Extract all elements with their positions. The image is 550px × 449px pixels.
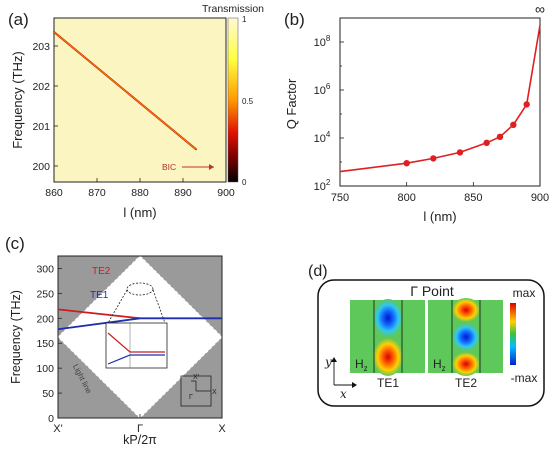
band-y-tick-label: 0 (48, 413, 54, 425)
heatmap-x-tick-label: 890 (174, 187, 192, 199)
zoom-connector-right (152, 289, 166, 324)
q-factor-point (496, 133, 504, 140)
x-axis-symbol: x (340, 387, 347, 401)
colorbar-tick-0: 0 (242, 178, 247, 187)
q-factor-x-tick-label: 900 (531, 192, 549, 204)
field-max-label: max (513, 286, 536, 300)
heatmap-x-tick-label: 900 (217, 187, 235, 199)
band-y-tick-label: 50 (42, 388, 54, 400)
q-factor-axes: 750 800 850 900 102 104 106 108 (314, 17, 549, 204)
band-y-label: Frequency (THz) (9, 290, 23, 384)
band-y-tick-label: 250 (36, 288, 54, 300)
te2-field-hz-label: Hz (433, 357, 446, 373)
te1-mode-label: TE1 (377, 376, 399, 390)
panel-a: (a) 860 870 880 890 900 203 202 201 200 BIC Freq… (8, 3, 264, 220)
te2-band (57, 308, 141, 320)
heatmap-x-tick-label: 870 (88, 187, 106, 199)
bic-arrow-head (209, 164, 214, 170)
q-factor-y-tick-label: 102 (314, 178, 331, 193)
gamma-point-title: Γ Point (410, 283, 454, 299)
transmission-colorbar (227, 17, 239, 183)
te2-field-map (428, 298, 503, 376)
bz-x-label: X (212, 389, 217, 396)
band-x-tick-label: Γ (137, 423, 143, 435)
panel-d: (d) Γ Point Hz Hz TE1 TE2 max -max (308, 263, 545, 407)
heatmap-y-tick-label: 203 (32, 41, 50, 53)
q-factor-y-tick-label: 106 (314, 82, 331, 97)
coordinate-axes: y x (324, 355, 357, 401)
panel-a-label: (a) (8, 10, 29, 29)
q-factor-x-label: l (nm) (423, 209, 456, 224)
band-x-tick-label: X (218, 423, 226, 435)
y-axis-symbol: y (324, 355, 332, 369)
band-y-tick-label: 150 (36, 338, 54, 350)
field-colorbar (510, 303, 516, 365)
inset-te2-band (107, 332, 165, 353)
q-factor-y-tick-label: 104 (314, 130, 331, 145)
colorbar-tick-1: 1 (242, 15, 247, 24)
heatmap-axes: 860 870 880 890 900 203 202 201 200 (32, 41, 234, 199)
panel-d-label: (d) (308, 263, 328, 280)
heatmap-y-tick-label: 200 (32, 161, 50, 173)
q-factor-plot-area (339, 17, 541, 187)
q-factor-x-tick-label: 850 (464, 192, 482, 204)
zoom-connector-left (107, 289, 128, 324)
band-y-tick-label: 200 (36, 313, 54, 325)
heatmap-x-label: l (nm) (123, 205, 156, 220)
q-factor-point (430, 155, 437, 162)
te2-mode-label: TE2 (455, 376, 477, 390)
q-factor-x-tick-label: 750 (331, 192, 349, 204)
band-y-tick-label: 100 (36, 363, 54, 375)
heatmap-y-tick-label: 202 (32, 81, 50, 93)
q-factor-point (510, 121, 517, 128)
te1-field-hz-label: Hz (355, 357, 368, 373)
q-factor-point (483, 139, 490, 146)
q-factor-y-tick-label: 108 (314, 34, 331, 49)
band-y-tick-label: 300 (36, 263, 54, 275)
bic-label: BIC (162, 162, 176, 172)
field-min-label: -max (511, 371, 538, 385)
te2-label: TE2 (92, 266, 111, 277)
heatmap-x-tick-label: 880 (131, 187, 149, 199)
heatmap-plot-area (53, 17, 227, 183)
colorbar-tick-0-5: 0.5 (242, 97, 254, 106)
inset-te1-band (107, 354, 165, 365)
q-factor-point (523, 101, 530, 108)
q-factor-x-tick-label: 800 (397, 192, 415, 204)
q-factor-point (403, 160, 410, 167)
heatmap-y-label: Frequency (THz) (10, 51, 25, 149)
band-x-label: kP/2π (123, 433, 157, 447)
q-factor-point (456, 149, 464, 156)
q-factor-y-label: Q Factor (284, 78, 299, 129)
band-x-tick-label: X' (53, 423, 62, 435)
brillouin-zone-icon: Γ X X' (180, 374, 217, 407)
panel-c-label: (c) (5, 234, 25, 253)
te1-field-map (350, 299, 425, 376)
colorbar-title: Transmission (202, 3, 264, 15)
zoom-ellipse (126, 282, 154, 296)
band-axes: 0 50 100 150 200 250 300 X' Γ X (36, 263, 226, 435)
heatmap-x-tick-label: 860 (45, 187, 63, 199)
zoom-inset (105, 322, 168, 369)
bz-gamma-label: Γ (189, 394, 193, 401)
resonance-line-glow (53, 31, 197, 150)
infinity-label: ∞ (535, 1, 545, 17)
bz-x-prime-label: X' (193, 374, 199, 381)
te1-label: TE1 (90, 290, 109, 301)
panel-b-label: (b) (284, 10, 305, 29)
q-factor-markers (403, 101, 530, 167)
heatmap-y-tick-label: 201 (32, 121, 50, 133)
te1-band (57, 317, 222, 331)
